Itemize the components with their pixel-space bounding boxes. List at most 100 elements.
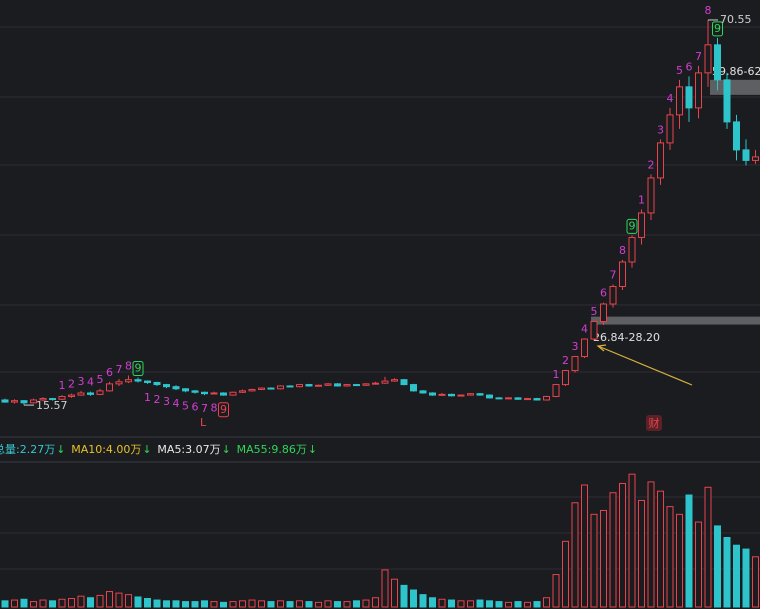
volume-bar	[362, 599, 370, 608]
candle-body	[457, 394, 465, 397]
candle-body	[49, 398, 56, 401]
volume-bar	[58, 598, 66, 608]
candle-body	[714, 44, 721, 81]
candle-body	[239, 390, 246, 393]
candle-body	[125, 379, 132, 383]
volume-bar	[619, 482, 626, 608]
candle-body	[144, 380, 151, 383]
volume-bar	[11, 599, 18, 608]
candle-body	[476, 393, 484, 396]
volume-bar	[315, 601, 322, 608]
candle-body	[58, 395, 66, 400]
candle-body	[220, 392, 227, 396]
candle-body	[514, 397, 522, 400]
volume-bar	[182, 601, 189, 608]
td-count: 6	[686, 60, 693, 73]
candle-body	[1, 399, 9, 403]
candle-body	[68, 394, 75, 397]
volume-bar	[87, 597, 94, 608]
event-badge[interactable]	[646, 415, 662, 431]
candle-body	[410, 384, 417, 392]
volume-bar	[201, 600, 208, 608]
td-count: 9	[135, 362, 142, 375]
td-count: 9	[220, 403, 227, 416]
volume-bar	[400, 584, 408, 608]
candle-body	[115, 381, 123, 385]
td-count: 1	[59, 379, 66, 392]
td-box	[132, 361, 144, 377]
td-count: 7	[116, 363, 123, 376]
candle-body	[96, 390, 104, 395]
price-zone	[710, 79, 760, 95]
volume-bar	[324, 600, 332, 608]
candle-body	[391, 379, 398, 382]
td-count: 9	[714, 22, 721, 35]
price-zone	[591, 316, 760, 325]
legend-arrow: ↓	[56, 443, 65, 456]
legend-entry: MA5:3.07万	[157, 443, 220, 456]
candle-body	[191, 390, 199, 393]
candle-body	[248, 388, 256, 392]
volume-bar	[533, 601, 541, 608]
volume-bar	[210, 601, 218, 608]
volume-bar	[543, 597, 550, 608]
candle-body	[400, 379, 408, 386]
td-count: 2	[68, 378, 75, 391]
candle-body	[590, 321, 598, 340]
volume-bar	[343, 601, 351, 608]
candle-body	[704, 44, 712, 74]
td-box	[626, 218, 638, 234]
candle-body	[638, 212, 645, 238]
annotation-arrowhead	[596, 344, 607, 352]
volume-bar	[163, 600, 170, 608]
candle-body	[343, 384, 351, 387]
volume-bar	[286, 601, 294, 608]
candle-body	[210, 392, 218, 395]
volume-bar	[476, 599, 484, 608]
volume-bar	[695, 521, 702, 608]
volume-bar	[524, 601, 531, 608]
td-count: 2	[562, 354, 569, 367]
td-count: 6	[106, 366, 113, 379]
volume-bar	[457, 600, 465, 608]
td-count: 3	[163, 395, 170, 408]
volume-bar	[277, 600, 284, 608]
volume-bar	[296, 600, 303, 608]
volume-bar	[438, 598, 446, 608]
volume-bar	[39, 599, 47, 608]
td-count: 4	[667, 92, 674, 105]
legend: 总量:2.27万 ↓ MA10:4.00万 ↓ MA5:3.07万 ↓ MA55:9.86万…	[0, 442, 317, 456]
volume-bar	[495, 601, 503, 608]
candle-body	[486, 394, 493, 399]
candle-body	[562, 370, 569, 386]
candle-body	[362, 383, 370, 386]
volume-bar	[191, 601, 199, 608]
volume-bar	[353, 600, 360, 608]
candle-body	[524, 398, 531, 401]
volume-bar	[638, 499, 645, 608]
volume-bar	[229, 601, 237, 608]
legend-arrow: ↓	[222, 443, 231, 456]
legend-entry: 总量:2.27万	[0, 442, 55, 456]
td-count: 7	[695, 50, 702, 63]
volume-bar	[733, 544, 740, 608]
td-box	[218, 402, 229, 418]
volume-bar	[590, 513, 598, 608]
td-count: 4	[173, 397, 180, 410]
low-label: 15.57	[36, 399, 68, 412]
td-count: 2	[154, 393, 161, 406]
candle-body	[733, 121, 740, 151]
volume-bar	[752, 556, 759, 608]
td-count: 7	[201, 402, 208, 415]
td-count: 2	[648, 158, 655, 171]
candle-body	[134, 379, 142, 382]
high-label: 70.55	[720, 13, 752, 26]
candle-body	[609, 285, 617, 305]
volume-bar	[419, 594, 427, 608]
td-count: 1	[553, 368, 560, 381]
volume-bar	[647, 481, 655, 608]
event-label[interactable]: 财	[649, 416, 660, 430]
volume-bar	[239, 600, 246, 608]
volume-bar	[704, 486, 712, 608]
